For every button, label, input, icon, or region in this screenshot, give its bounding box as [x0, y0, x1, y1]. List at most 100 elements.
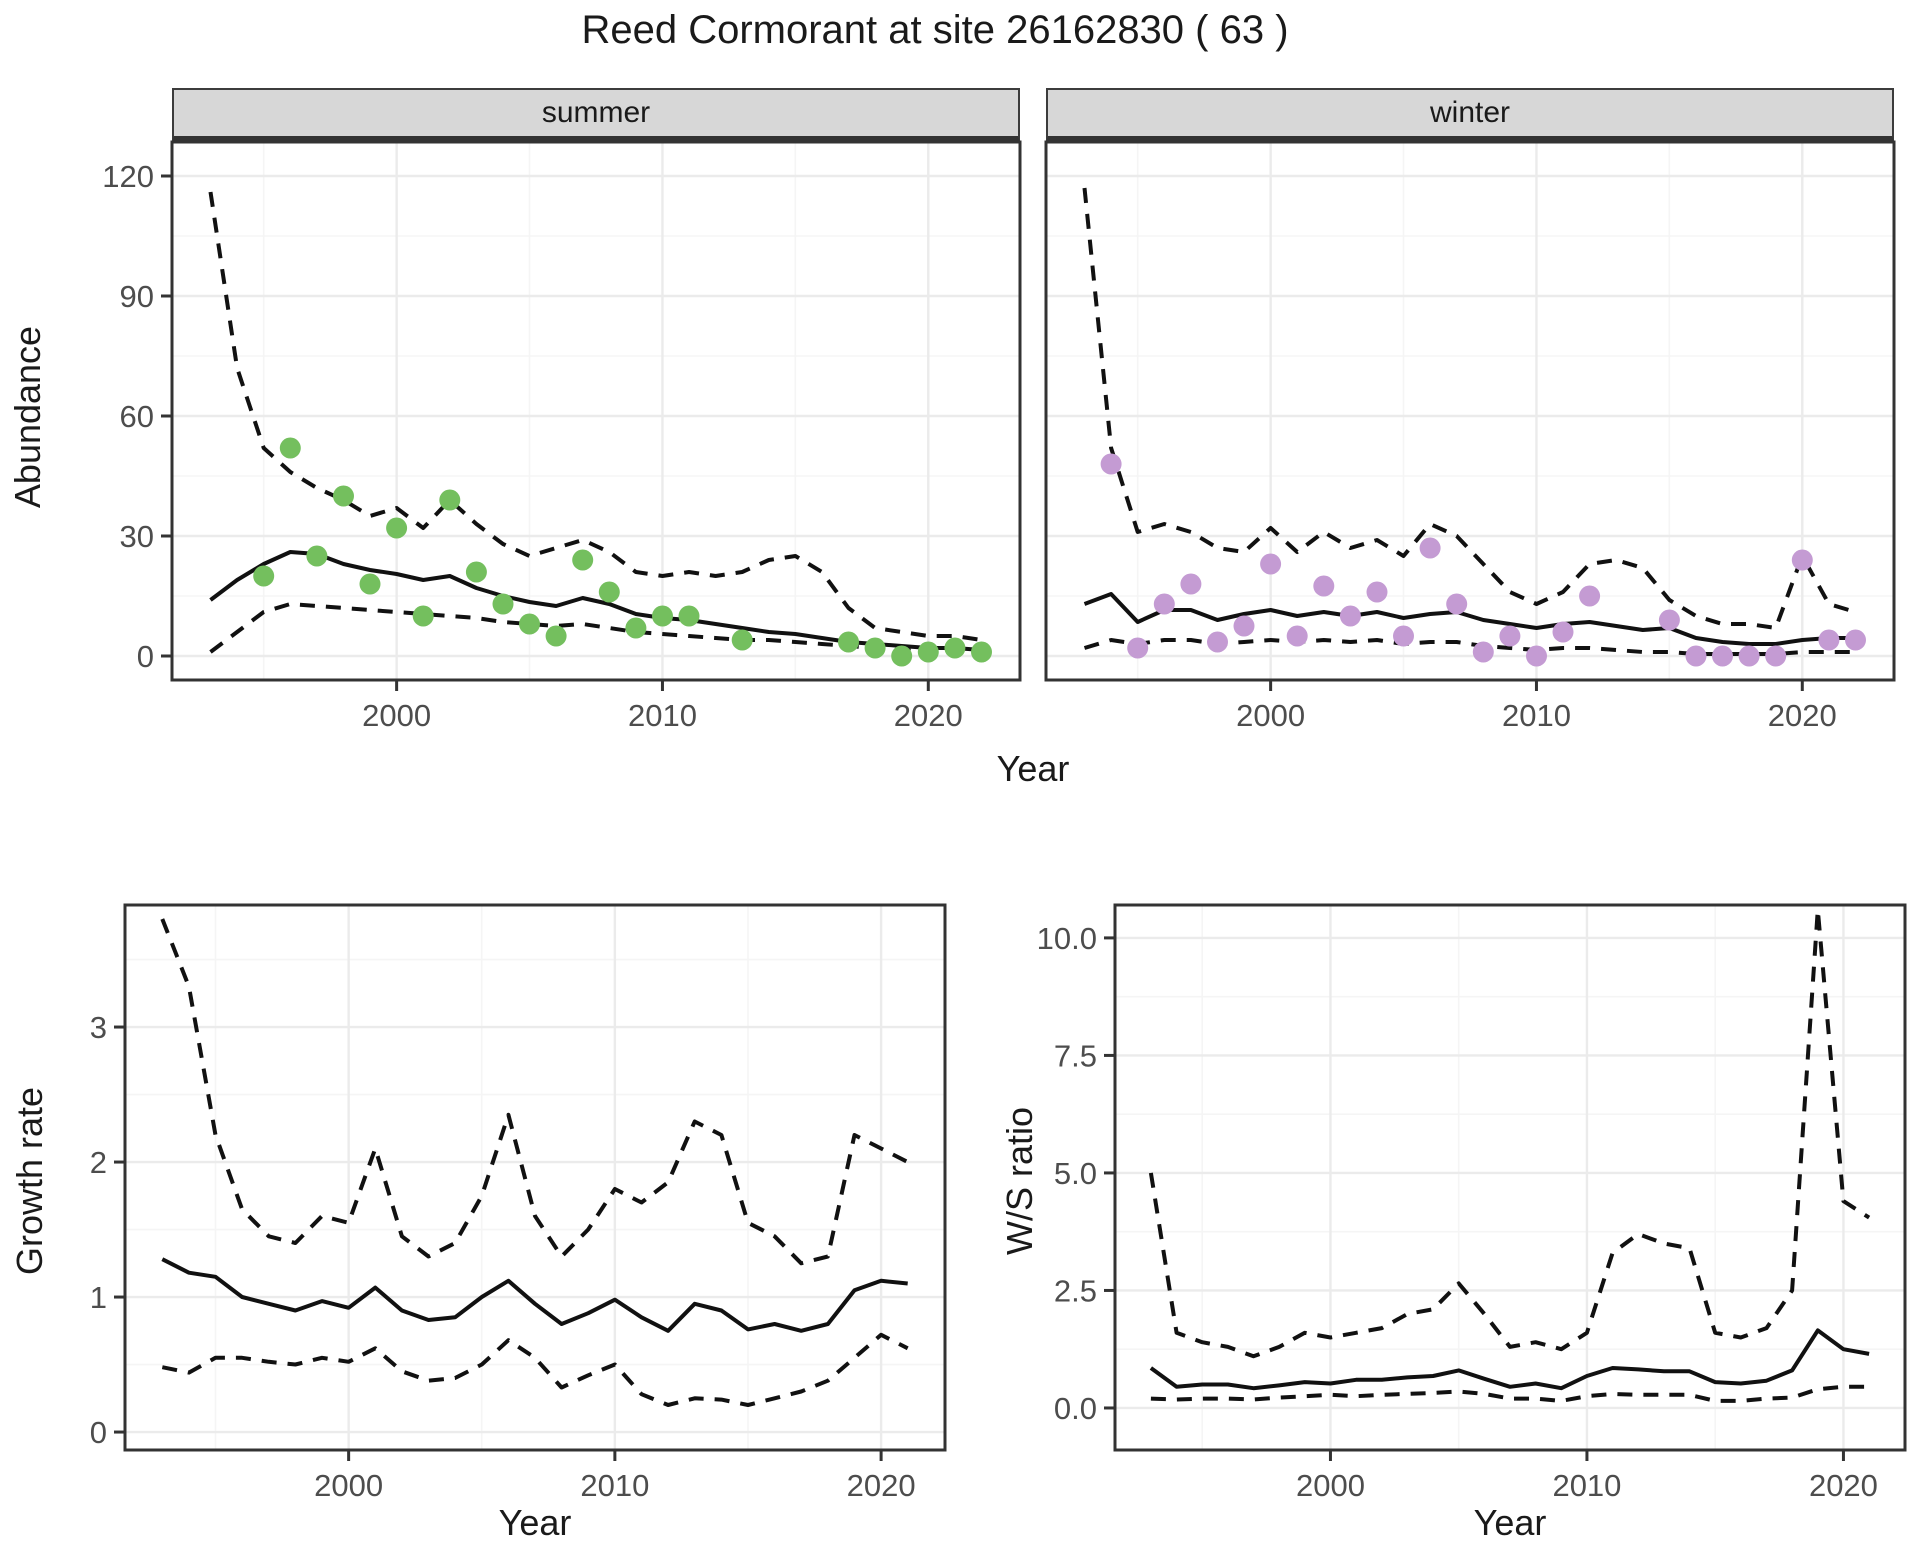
x-tick-label: 2010 [1552, 1468, 1621, 1503]
facet-strip-summer-label: summer [541, 96, 651, 129]
y-tick-label: 1 [90, 1280, 107, 1315]
y-tick-label: 3 [90, 1010, 107, 1045]
observed-point [1685, 645, 1707, 667]
observed-point [1845, 629, 1866, 651]
median-line [1149, 1328, 1870, 1391]
observed-point [279, 437, 301, 459]
lower-ci-line [1150, 1384, 1870, 1403]
y-tick-label: 7.5 [1054, 1038, 1097, 1073]
growth-rate-panel: 2000 2010 2020 0 1 2 3 [90, 903, 947, 1503]
observed-point [1499, 625, 1521, 647]
upper-ci-line [160, 918, 909, 1266]
ws-ratio-panel: 2000 2010 2020 0.0 2.5 5.0 7.5 10.0 [1037, 903, 1907, 1503]
observed-point [1552, 621, 1574, 643]
observed-point [1526, 645, 1547, 667]
x-tick-label: 2020 [847, 1468, 916, 1503]
observed-point [572, 549, 594, 571]
x-tick-label: 2010 [1502, 698, 1571, 733]
observed-point [1366, 581, 1388, 603]
panel-border [170, 140, 1022, 682]
facet-strip-winter: winter [1046, 88, 1894, 142]
observed-point [944, 637, 966, 659]
observed-point [465, 561, 487, 583]
panel-border [1113, 903, 1907, 1452]
median-line [1083, 592, 1856, 646]
observed-point [519, 613, 540, 635]
observed-point [1100, 453, 1122, 475]
upper-ci-line [1082, 187, 1857, 630]
observed-point [1286, 625, 1308, 647]
observed-point [838, 631, 859, 653]
lower-ci-line [161, 1332, 909, 1407]
observed-point [731, 629, 753, 651]
median-line [161, 1257, 908, 1333]
observed-point [1818, 629, 1840, 651]
observed-point [1180, 573, 1202, 595]
upper-ci-line [1148, 907, 1871, 1359]
observed-point [1446, 593, 1468, 615]
abundance-summer-panel: 2000 2010 2020 0 30 60 90 120 [102, 140, 1022, 733]
observed-point [1419, 537, 1441, 559]
observed-point [917, 641, 939, 663]
observed-point [1712, 645, 1733, 667]
observed-point [625, 617, 647, 639]
observed-point [678, 605, 700, 627]
observed-point [545, 625, 567, 647]
observed-point [1579, 585, 1601, 607]
y-tick-label: 60 [120, 399, 154, 434]
observed-point [1738, 645, 1760, 667]
observed-point [971, 641, 992, 663]
observed-point [386, 517, 408, 539]
y-tick-label: 90 [120, 279, 154, 314]
x-tick-label: 2000 [1296, 1468, 1365, 1503]
y-tick-label: 0 [137, 639, 154, 674]
observed-point [439, 489, 461, 511]
observed-point [1472, 641, 1494, 663]
median-line [209, 550, 982, 652]
observed-point [1765, 645, 1787, 667]
y-tick-label: 5.0 [1054, 1156, 1097, 1191]
x-tick-label: 2020 [1809, 1468, 1878, 1503]
y-tick-label: 0 [90, 1415, 107, 1450]
observed-point [598, 581, 620, 603]
x-tick-label: 2000 [362, 698, 431, 733]
growth-year-axis-title: Year [498, 1502, 572, 1543]
y-tick-label: 10.0 [1037, 921, 1097, 956]
observed-point [1313, 575, 1335, 597]
observed-point [492, 593, 514, 615]
observed-point [1791, 549, 1813, 571]
observed-point [253, 565, 275, 587]
abundance-winter-panel: 2000 2010 2020 [1044, 140, 1896, 733]
observed-point [1339, 605, 1361, 627]
panel-border [1044, 140, 1896, 682]
observed-point [891, 645, 913, 667]
ws-year-axis-title: Year [1473, 1502, 1547, 1543]
observed-point [1233, 615, 1255, 637]
observed-point [306, 545, 328, 567]
y-tick-label: 2.5 [1054, 1273, 1097, 1308]
facet-strip-summer: summer [172, 88, 1020, 142]
upper-ci-line [208, 191, 982, 642]
panel-border [123, 903, 947, 1452]
y-tick-label: 2 [90, 1145, 107, 1180]
observed-point [1658, 609, 1680, 631]
x-tick-label: 2000 [1236, 698, 1305, 733]
x-tick-label: 2000 [314, 1468, 383, 1503]
x-tick-label: 2020 [1768, 698, 1837, 733]
chart-title: Reed Cormorant at site 26162830 ( 63 ) [581, 8, 1289, 52]
observed-point [333, 485, 354, 507]
observed-point [864, 637, 886, 659]
observed-point [359, 573, 381, 595]
observed-point [412, 605, 434, 627]
observed-point [1207, 631, 1228, 653]
observed-point [1153, 593, 1175, 615]
x-tick-label: 2010 [580, 1468, 649, 1503]
y-tick-label: 30 [120, 519, 154, 554]
observed-point [1127, 637, 1149, 659]
top-year-axis-title: Year [996, 748, 1070, 789]
y-tick-label: 120 [102, 159, 154, 194]
facet-strip-winter-label: winter [1429, 96, 1511, 129]
observed-point [1260, 553, 1282, 575]
